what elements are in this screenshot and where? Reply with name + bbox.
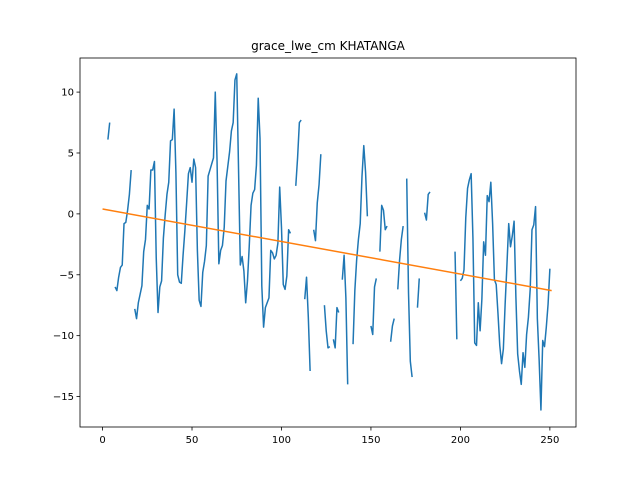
series-line-0-segment-8: [341, 254, 349, 385]
series-line-0-segment-4: [303, 276, 311, 372]
series-line-0-segment-16: [423, 191, 431, 221]
series-line-0-segment-18: [459, 172, 551, 411]
series-line-0-segment-7: [332, 306, 340, 349]
y-tick-label: −5: [59, 270, 74, 281]
y-tick-label: 0: [68, 209, 74, 220]
y-tick-label: 10: [61, 88, 74, 99]
series-line-0-segment-13: [397, 225, 404, 290]
axes: 0 50 100 150 200 250 −15 −10 −5 0 5 10: [53, 57, 577, 446]
series-line-0-segment-5: [312, 154, 322, 242]
y-tick-label: −15: [53, 392, 74, 403]
x-tick-label: 150: [361, 435, 380, 446]
x-tick-label: 250: [540, 435, 559, 446]
series-line-0-segment-11: [379, 204, 388, 252]
series-line-0-segment-14: [405, 178, 413, 378]
series-line-0-segment-6: [323, 305, 331, 349]
trend-line-1-segment-0: [102, 208, 552, 292]
series-line-0-segment-10: [370, 278, 378, 336]
series-line-0-segment-9: [352, 144, 369, 345]
series-line-0-segment-15: [416, 278, 421, 308]
series-line-0-segment-17: [454, 251, 458, 340]
x-tick-label: 0: [99, 435, 105, 446]
plot-area: [102, 73, 552, 411]
series-line-0-segment-3: [295, 119, 302, 186]
y-tick-label: −10: [53, 331, 74, 342]
axes-frame: [79, 57, 577, 428]
series-line-0-segment-12: [389, 318, 395, 342]
series-line-0-segment-0: [107, 122, 111, 140]
y-tick-label: 5: [68, 148, 74, 159]
chart-title: grace_lwe_cm KHATANGA: [251, 39, 406, 53]
x-tick-label: 50: [186, 435, 199, 446]
series-line-0-segment-2: [134, 73, 292, 328]
x-tick-label: 100: [272, 435, 291, 446]
x-tick-label: 200: [451, 435, 470, 446]
series-line-0-segment-1: [114, 169, 132, 292]
